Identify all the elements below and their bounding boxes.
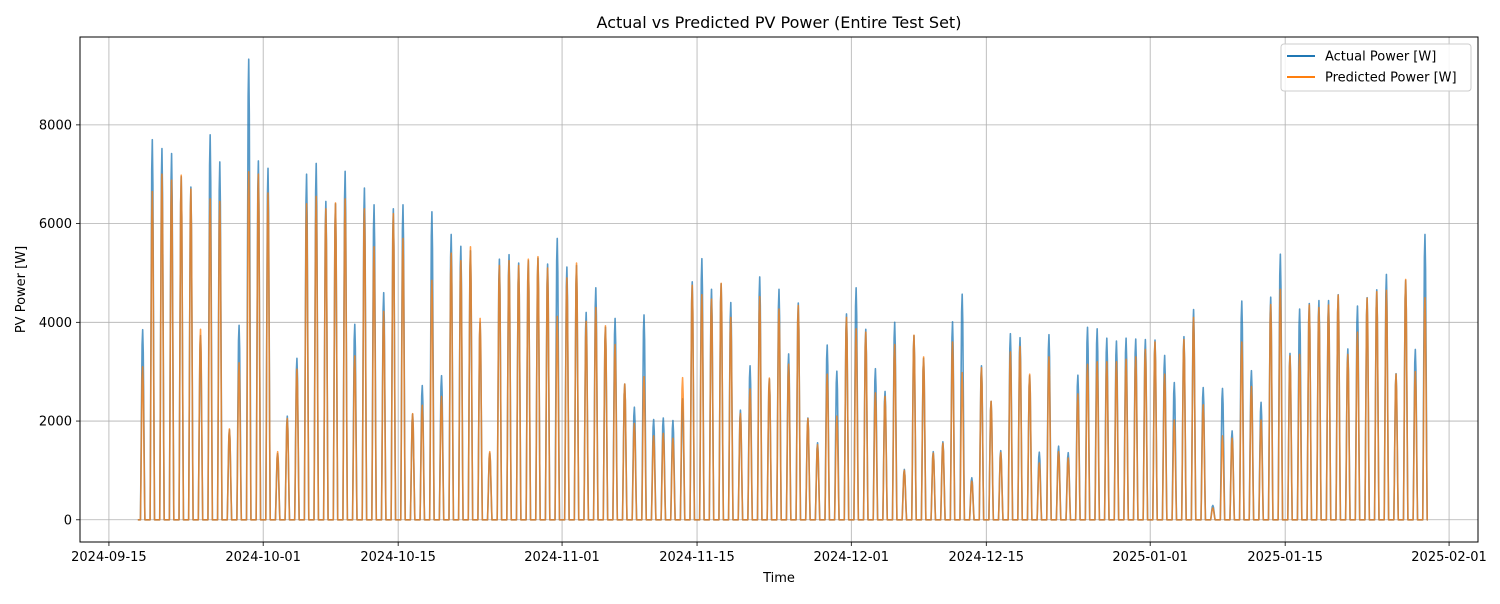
y-axis-label: PV Power [W]	[14, 246, 29, 333]
x-tick-label: 2025-01-01	[1112, 550, 1188, 565]
y-axis-ticks: 0 2000 4000 6000 8000	[39, 118, 80, 528]
x-tick-label: 2024-09-15	[71, 550, 147, 565]
predicted-power-line	[137, 170, 1428, 521]
series-group	[137, 58, 1428, 521]
legend-box	[1280, 43, 1472, 92]
legend-label-actual: Actual Power [W]	[1325, 50, 1436, 65]
y-tick-label: 2000	[39, 415, 72, 430]
x-tick-label: 2024-10-01	[225, 550, 301, 565]
x-tick-label: 2024-10-15	[360, 550, 436, 565]
y-tick-label: 8000	[39, 118, 72, 133]
legend: Actual Power [W] Predicted Power [W]	[1280, 43, 1472, 92]
y-tick-label: 6000	[39, 217, 72, 232]
x-tick-label: 2025-01-15	[1247, 550, 1323, 565]
y-tick-label: 4000	[39, 316, 72, 331]
legend-label-predicted: Predicted Power [W]	[1325, 71, 1457, 86]
x-tick-label: 2024-11-15	[659, 550, 735, 565]
x-axis-label: Time	[762, 571, 795, 586]
x-tick-label: 2024-11-01	[524, 550, 600, 565]
plot-area	[79, 36, 1479, 543]
x-tick-label: 2024-12-01	[814, 550, 890, 565]
x-axis-ticks: 2024-09-15 2024-10-01 2024-10-15 2024-11-01…	[71, 542, 1487, 565]
y-tick-label: 0	[64, 513, 72, 528]
chart-title: Actual vs Predicted PV Power (Entire Tes…	[597, 13, 962, 32]
x-tick-label: 2025-02-01	[1411, 550, 1487, 565]
x-tick-label: 2024-12-15	[949, 550, 1025, 565]
